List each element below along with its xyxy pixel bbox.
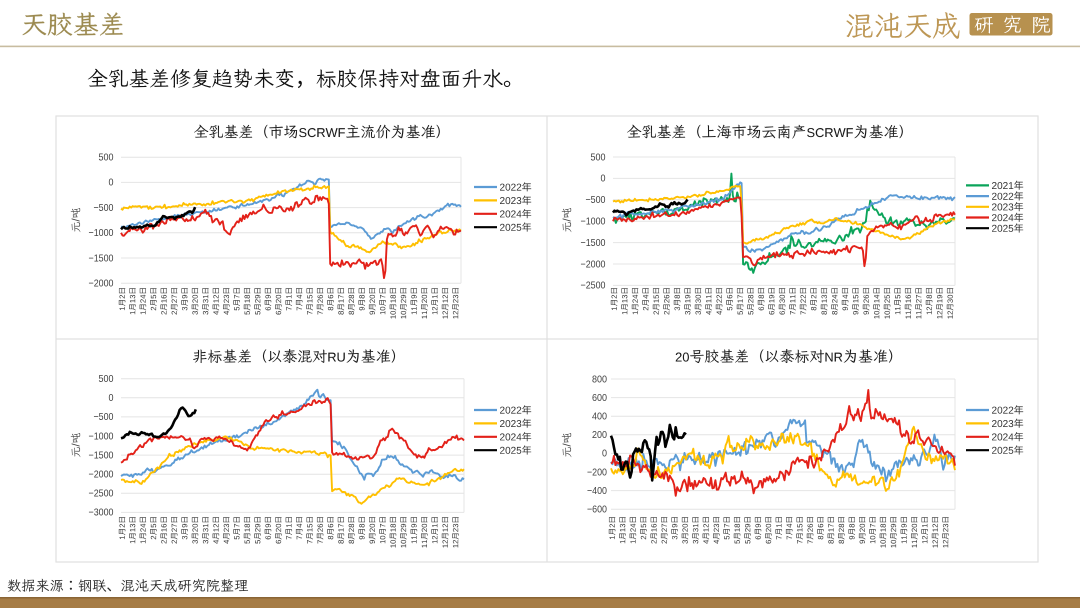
svg-text:−1000: −1000 <box>581 216 606 228</box>
svg-text:−3000: −3000 <box>89 507 114 519</box>
svg-text:−2500: −2500 <box>89 488 114 500</box>
svg-text:−500: −500 <box>586 194 606 206</box>
svg-text:500: 500 <box>99 373 114 385</box>
svg-text:600: 600 <box>592 392 607 404</box>
svg-text:−2500: −2500 <box>581 280 606 292</box>
svg-text:−2000: −2000 <box>89 469 114 481</box>
svg-text:0: 0 <box>602 448 607 460</box>
svg-text:200: 200 <box>592 429 607 441</box>
svg-text:−500: −500 <box>94 202 114 214</box>
svg-text:−1000: −1000 <box>89 430 114 442</box>
svg-text:500: 500 <box>591 151 606 163</box>
svg-text:0: 0 <box>109 392 114 404</box>
svg-text:800: 800 <box>592 373 607 385</box>
svg-text:0: 0 <box>601 173 606 185</box>
svg-text:−200: −200 <box>587 466 607 478</box>
svg-text:−1000: −1000 <box>89 227 114 239</box>
svg-text:−2000: −2000 <box>89 278 114 290</box>
svg-text:−600: −600 <box>587 504 607 516</box>
svg-text:0: 0 <box>109 177 114 189</box>
svg-text:−1500: −1500 <box>89 252 114 264</box>
svg-text:−400: −400 <box>587 485 607 497</box>
svg-text:400: 400 <box>592 411 607 423</box>
svg-text:−2000: −2000 <box>581 258 606 270</box>
svg-text:−500: −500 <box>94 411 114 423</box>
svg-text:−1500: −1500 <box>581 237 606 249</box>
svg-text:500: 500 <box>99 152 114 164</box>
svg-text:−1500: −1500 <box>89 449 114 461</box>
